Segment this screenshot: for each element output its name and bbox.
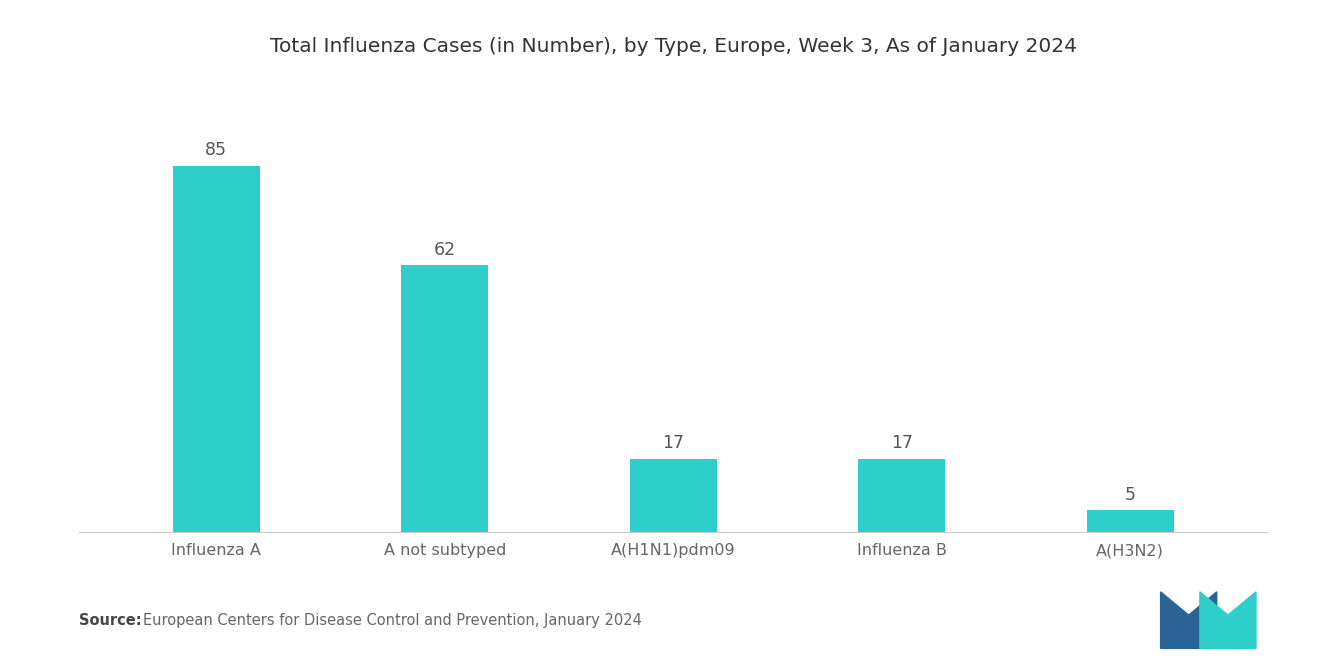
Text: 17: 17 [663,434,684,452]
Bar [630,459,717,532]
Text: European Centers for Disease Control and Prevention, January 2024: European Centers for Disease Control and… [143,613,642,628]
Bar [858,459,945,532]
Text: 17: 17 [891,434,912,452]
Title: Total Influenza Cases (in Number), by Type, Europe, Week 3, As of January 2024: Total Influenza Cases (in Number), by Ty… [269,37,1077,56]
Text: 5: 5 [1125,486,1135,504]
Polygon shape [1200,592,1257,648]
Text: 85: 85 [206,142,227,160]
Bar [401,265,488,532]
Polygon shape [1160,592,1217,648]
Bar [173,166,260,532]
Bar [1086,511,1173,532]
Text: Source:: Source: [79,613,141,628]
Text: 62: 62 [434,241,455,259]
